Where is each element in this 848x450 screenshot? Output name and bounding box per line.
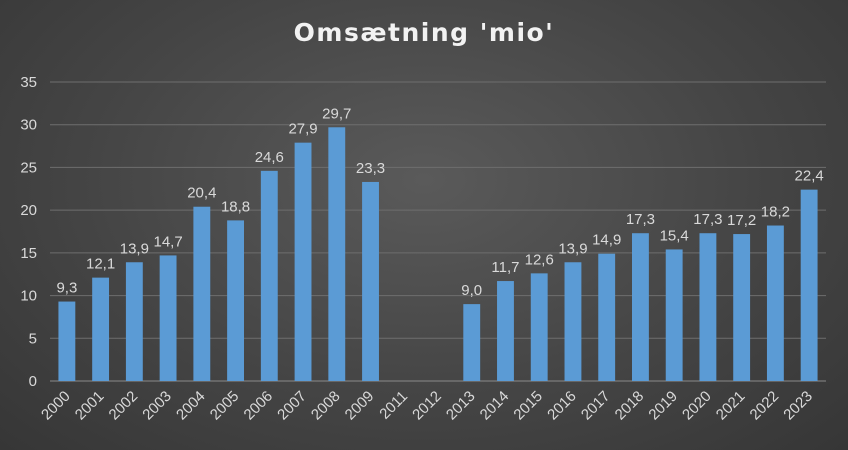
data-label: 13,9 xyxy=(120,240,149,257)
data-label: 18,2 xyxy=(761,204,790,221)
bar xyxy=(463,304,481,381)
data-label: 9,0 xyxy=(461,282,482,299)
bar xyxy=(699,233,717,381)
data-label: 18,8 xyxy=(221,198,250,215)
x-tick-label: 2000 xyxy=(38,388,74,424)
bar xyxy=(598,253,616,381)
data-label: 23,3 xyxy=(356,160,385,177)
y-tick-label: 0 xyxy=(29,373,37,390)
data-label: 27,9 xyxy=(288,121,317,138)
y-tick-label: 20 xyxy=(20,202,37,219)
data-label: 12,6 xyxy=(525,251,554,268)
data-label: 22,4 xyxy=(795,168,824,185)
x-tick-label: 2012 xyxy=(409,388,445,424)
x-tick-label: 2013 xyxy=(443,388,479,424)
bar xyxy=(193,206,211,381)
bar xyxy=(733,234,751,381)
x-tick-label: 2022 xyxy=(747,388,783,424)
data-label: 24,6 xyxy=(255,149,284,166)
y-tick-label: 35 xyxy=(20,74,37,91)
data-label: 29,7 xyxy=(322,105,351,122)
x-tick-label: 2006 xyxy=(241,388,277,424)
x-tick-label: 2017 xyxy=(578,388,614,424)
x-tick-label: 2020 xyxy=(679,388,715,424)
x-tick-label: 2005 xyxy=(207,388,243,424)
x-tick-label: 2019 xyxy=(645,388,681,424)
data-label: 14,7 xyxy=(153,233,182,250)
bar xyxy=(564,262,582,381)
x-tick-label: 2023 xyxy=(780,388,816,424)
data-label: 17,2 xyxy=(727,212,756,229)
y-tick-label: 30 xyxy=(20,117,37,134)
x-tick-label: 2008 xyxy=(308,388,344,424)
x-tick-label: 2011 xyxy=(376,388,411,423)
data-label: 20,4 xyxy=(187,185,216,202)
bar xyxy=(665,249,683,381)
x-tick-label: 2016 xyxy=(544,388,580,424)
bar xyxy=(227,220,244,381)
x-tick-label: 2021 xyxy=(713,388,749,424)
data-label: 14,9 xyxy=(592,232,621,249)
bar xyxy=(92,277,110,381)
chart-title: Omsætning 'mio' xyxy=(293,18,555,47)
x-tick-label: 2001 xyxy=(72,388,108,424)
bar xyxy=(58,301,76,381)
data-label: 12,1 xyxy=(86,256,115,273)
data-label: 9,3 xyxy=(56,280,77,297)
bar xyxy=(800,189,818,381)
y-tick-label: 5 xyxy=(29,330,37,347)
x-tick-label: 2004 xyxy=(173,388,209,424)
data-label: 15,4 xyxy=(660,227,689,244)
bar xyxy=(294,142,312,381)
data-label: 13,9 xyxy=(558,240,587,257)
y-tick-label: 15 xyxy=(20,245,37,262)
x-tick-label: 2002 xyxy=(106,388,142,424)
x-tick-label: 2009 xyxy=(342,388,378,424)
y-tick-label: 25 xyxy=(20,159,37,176)
bar xyxy=(632,233,649,381)
bar xyxy=(328,127,346,381)
data-label: 17,3 xyxy=(693,211,722,228)
data-label: 17,3 xyxy=(626,211,655,228)
bar xyxy=(362,181,379,381)
bar xyxy=(125,262,143,381)
bar xyxy=(497,281,514,381)
bar xyxy=(260,170,278,381)
data-label: 11,7 xyxy=(491,259,519,276)
x-tick-label: 2014 xyxy=(477,388,513,424)
x-tick-label: 2018 xyxy=(612,388,648,424)
y-tick-label: 10 xyxy=(20,288,37,305)
bar xyxy=(766,225,784,381)
x-tick-label: 2015 xyxy=(510,388,546,424)
bar xyxy=(530,273,548,381)
x-tick-label: 2007 xyxy=(274,388,310,424)
x-tick-label: 2003 xyxy=(139,388,175,424)
bar xyxy=(159,255,177,381)
